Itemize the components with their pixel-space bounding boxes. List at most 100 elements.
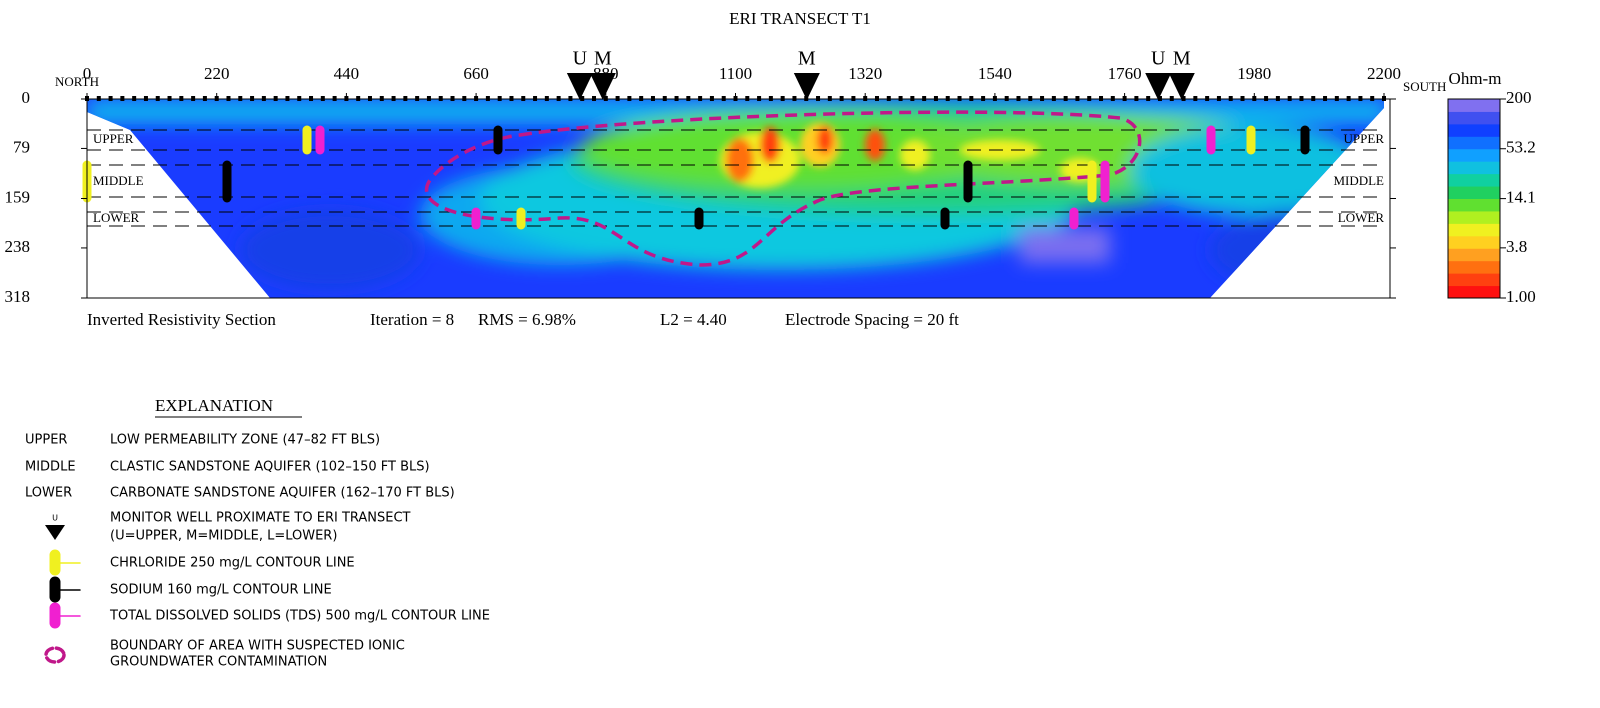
electrode [1028,96,1033,101]
electrode [886,96,891,101]
zone-label: UPPER [93,131,134,146]
electrode [533,96,538,101]
electrode [957,96,962,101]
electrode [261,96,266,101]
electrode [1240,96,1245,101]
electrode [544,96,549,101]
electrode [1051,96,1056,101]
electrode [874,96,879,101]
x-tick-label: 1100 [719,64,752,83]
colorbar-band [1448,173,1500,187]
electrode [792,96,797,101]
electrode [1346,96,1351,101]
electrode [945,96,950,101]
zone-label: MIDDLE [93,173,144,188]
colorbar-tick-label: 200 [1506,88,1532,107]
electrode [167,96,172,101]
electrode [839,96,844,101]
x-tick-label: 220 [204,64,230,83]
electrode [1358,96,1363,101]
electrode [1040,96,1045,101]
colorbar-tick-label: 1.00 [1506,287,1536,306]
footer-text: Iteration = 8 [370,310,454,329]
electrode [1075,96,1080,101]
electrode [615,96,620,101]
well-icon [45,525,65,540]
electrode [202,96,207,101]
x-tick-label: 440 [334,64,360,83]
x-tick-label: 1540 [978,64,1012,83]
electrode [1205,96,1210,101]
well-marker [1168,73,1195,100]
colorbar-band [1448,111,1500,125]
electrode [698,96,703,101]
legend-text: MONITOR WELL PROXIMATE TO ERI TRANSECT [110,511,411,526]
contamination-boundary [424,110,1142,267]
electrode [1110,96,1115,101]
electrode [674,96,679,101]
electrode [981,96,986,101]
electrode [1087,96,1092,101]
electrodes [85,96,1386,101]
colorbar-title: Ohm-m [1449,69,1502,88]
electrode [1264,96,1269,101]
electrode [1181,96,1186,101]
electrode [1311,96,1316,101]
colorbar-tick-label: 53.2 [1506,138,1536,157]
colorbar-band [1448,235,1500,249]
electrode [485,96,490,101]
colorbar-band [1448,99,1500,112]
x-tick-label: 1760 [1108,64,1142,83]
legend-text: CLASTIC SANDSTONE AQUIFER (102–150 FT BL… [110,460,430,475]
electrode [851,96,856,101]
electrode [273,96,278,101]
electrode [521,96,526,101]
well-label: M [798,48,816,70]
electrode [898,96,903,101]
electrode [757,96,762,101]
electrode [709,96,714,101]
electrode [933,96,938,101]
electrode [356,96,361,101]
legend-key: U [52,514,58,523]
electrode [143,96,148,101]
electrode [745,96,750,101]
electrode [556,96,561,101]
electrode [922,96,927,101]
electrode [1370,96,1375,101]
well-label: U [1151,48,1166,70]
electrode [592,96,597,101]
electrode [1299,96,1304,101]
footer-text: Electrode Spacing = 20 ft [785,310,959,329]
y-tick-label: 318 [5,287,31,306]
electrode [438,96,443,101]
electrode [297,96,302,101]
x-tick-label: 2200 [1367,64,1401,83]
title: ERI TRANSECT T1 [729,9,871,28]
electrode [1275,96,1280,101]
electrode [497,96,502,101]
electrode [1334,96,1339,101]
y-tick-label: 79 [13,137,30,156]
electrode [1193,96,1198,101]
colorbar-band [1448,285,1500,299]
colorbar-band [1448,198,1500,212]
colorbar-band [1448,210,1500,224]
electrode [1157,96,1162,101]
electrode [367,96,372,101]
zone-label: LOWER [93,210,140,225]
colorbar-band [1448,123,1500,137]
x-tick-label: 0 [83,64,92,83]
colorbar-band [1448,260,1500,274]
legend-text: SODIUM 160 mg/L CONTOUR LINE [110,583,332,598]
electrode [415,96,420,101]
electrode [662,96,667,101]
north-label: NORTH [55,74,99,89]
x-tick-label: 660 [463,64,489,83]
legend-key: UPPER [25,433,67,448]
electrode [1099,96,1104,101]
electrode [627,96,632,101]
legend-text: (U=UPPER, M=MIDDLE, L=LOWER) [110,529,337,544]
legend-text: CHRLORIDE 250 mg/L CONTOUR LINE [110,556,355,571]
